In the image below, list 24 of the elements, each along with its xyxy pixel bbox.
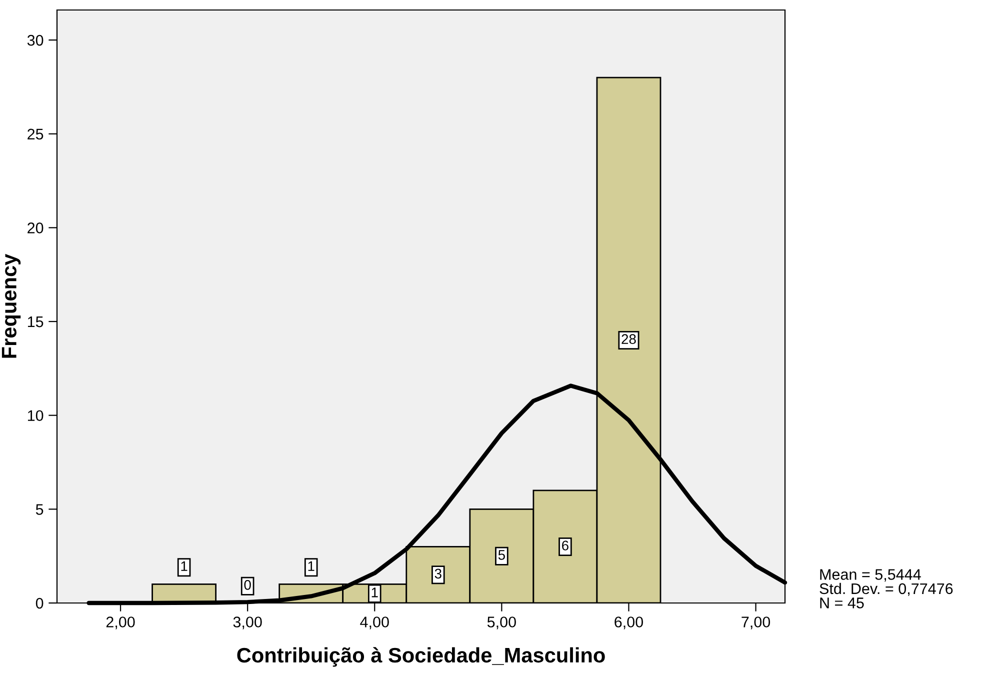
data-label: 1 <box>372 588 378 598</box>
data-label: 3 <box>434 568 442 579</box>
y-tick-label: 5 <box>36 504 44 515</box>
data-label: 1 <box>308 561 314 571</box>
y-tick-label: 15 <box>28 316 44 328</box>
x-axis-title: Contribuição à Sociedade_Masculino <box>237 647 605 667</box>
text: Mean = 5,5444 Std. Dev. = 0,77476 N = 45 <box>820 569 953 608</box>
x-tick-label: 7,00 <box>742 616 770 630</box>
x-tick-label: 4,00 <box>360 616 389 630</box>
y-tick-label: 10 <box>28 410 44 422</box>
data-label: 5 <box>498 550 505 560</box>
x-tick-label: 3,00 <box>233 616 262 630</box>
y-tick-label: 20 <box>28 222 44 234</box>
x-tick-label: 5,00 <box>487 616 516 630</box>
data-label: 1 <box>181 561 188 571</box>
data-label: 6 <box>562 540 568 550</box>
x-tick-label: 2,00 <box>106 616 135 630</box>
y-tick-label: 25 <box>28 128 44 140</box>
y-tick-label: 30 <box>27 34 44 46</box>
data-label: 0 <box>244 580 251 590</box>
y-axis-title: Frequency <box>2 254 21 358</box>
x-tick-label: 6,00 <box>614 616 643 630</box>
y-tick-label: 0 <box>36 598 44 609</box>
data-label: 28 <box>622 334 636 344</box>
